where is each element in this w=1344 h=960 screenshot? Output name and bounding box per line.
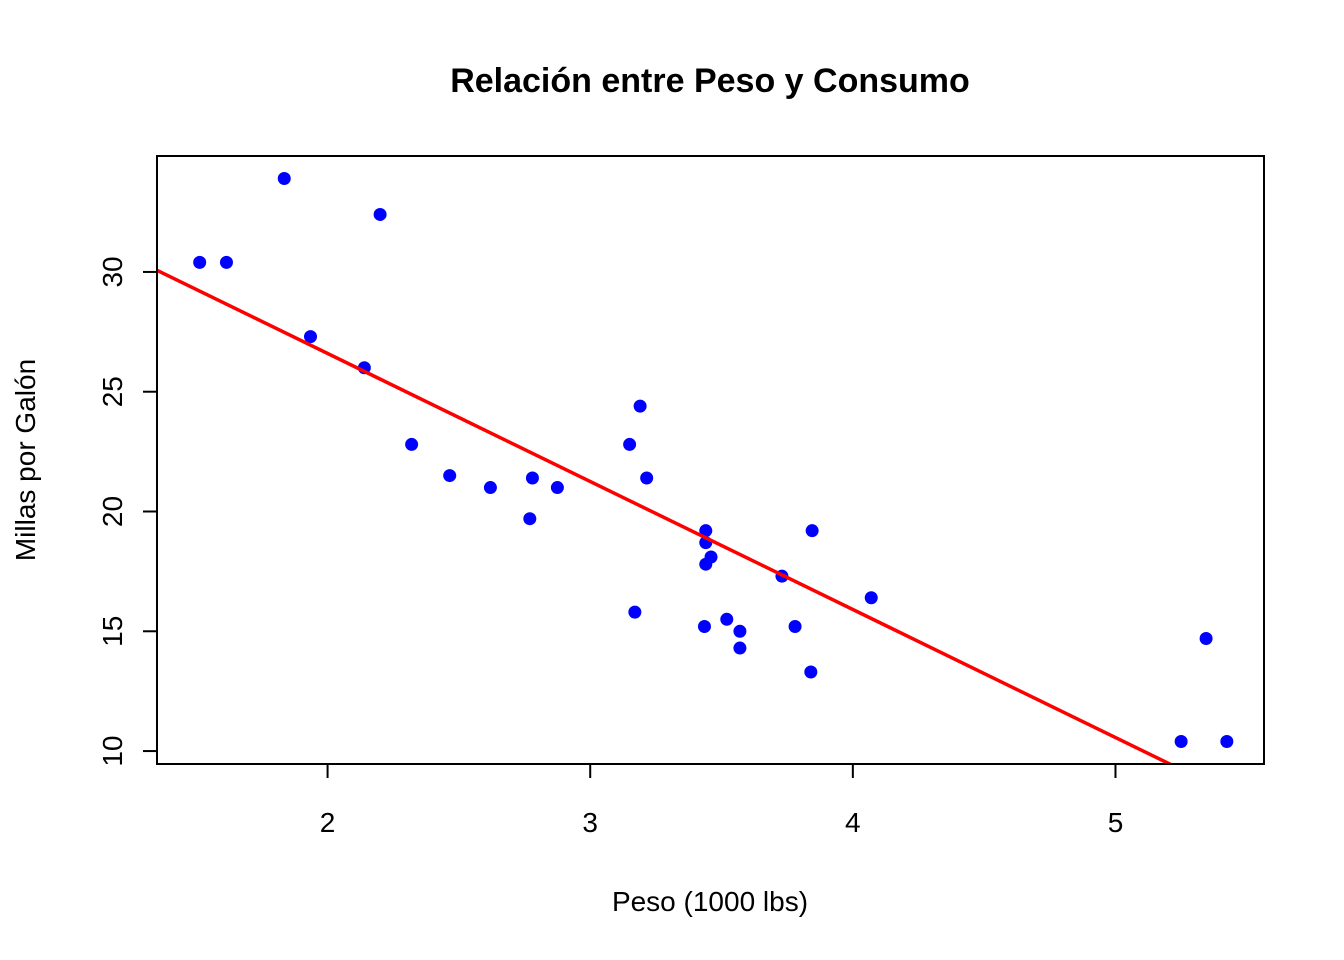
x-tick-label: 3: [582, 807, 598, 838]
regression-line: [157, 268, 1174, 764]
regression-line-group: [157, 268, 1174, 764]
data-point: [483, 481, 497, 495]
data-point: [525, 471, 539, 485]
data-point: [804, 665, 818, 679]
data-point: [193, 255, 207, 269]
data-point: [699, 524, 713, 538]
x-tick-label: 5: [1108, 807, 1124, 838]
data-point: [405, 437, 419, 451]
data-points: [193, 172, 1234, 748]
y-axis-label: Millas por Galón: [10, 359, 41, 561]
data-point: [373, 207, 387, 221]
data-point: [628, 605, 642, 619]
y-tick-label: 25: [97, 376, 128, 407]
data-point: [304, 330, 318, 344]
plot-frame: [156, 155, 1265, 765]
x-tick-label: 4: [845, 807, 861, 838]
data-point: [788, 619, 802, 633]
x-axis-label: Peso (1000 lbs): [612, 886, 808, 917]
data-point: [640, 471, 654, 485]
y-tick-label: 10: [97, 735, 128, 766]
data-point: [1199, 631, 1213, 645]
data-point: [523, 512, 537, 526]
y-tick-label: 15: [97, 616, 128, 647]
data-point: [550, 481, 564, 495]
data-point: [864, 591, 878, 605]
data-point: [443, 469, 457, 483]
data-point: [1220, 734, 1234, 748]
data-point: [277, 172, 291, 186]
data-point: [805, 524, 819, 538]
x-tick-label: 2: [320, 807, 336, 838]
y-tick-label: 20: [97, 496, 128, 527]
data-point: [1174, 734, 1188, 748]
chart-title: Relación entre Peso y Consumo: [450, 62, 970, 100]
data-point: [219, 255, 233, 269]
data-point: [720, 612, 734, 626]
data-point: [733, 641, 747, 655]
data-point: [633, 399, 647, 413]
data-point: [697, 619, 711, 633]
data-point: [733, 624, 747, 638]
data-point: [699, 557, 713, 571]
data-point: [623, 437, 637, 451]
y-tick-label: 30: [97, 256, 128, 287]
